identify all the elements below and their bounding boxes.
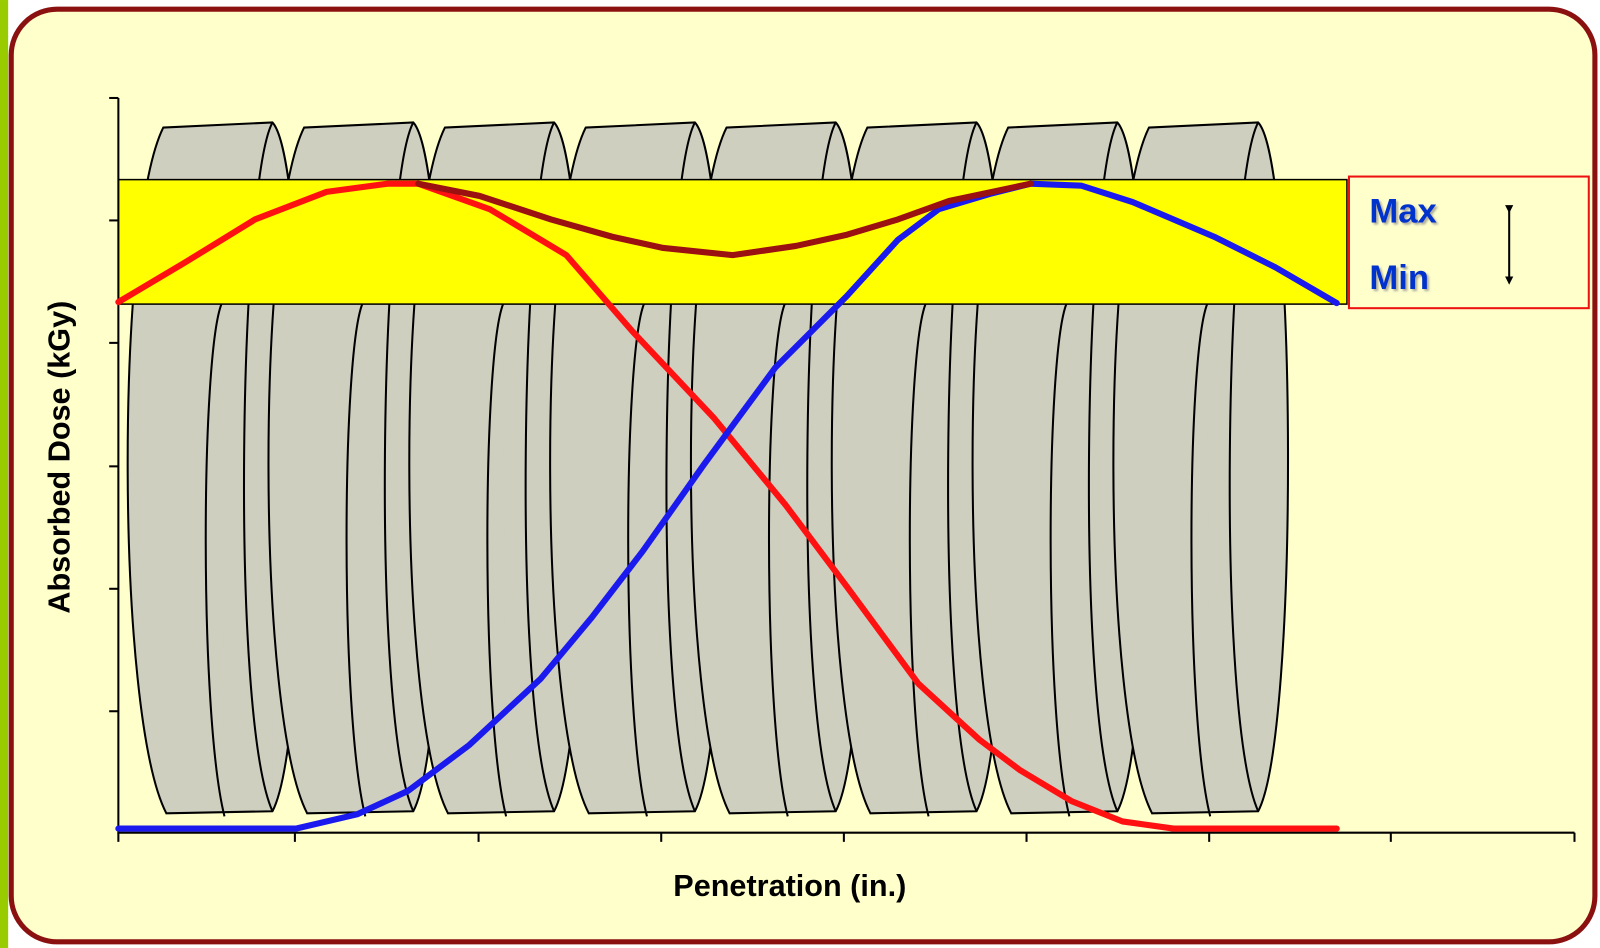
legend-max: Max: [1369, 192, 1437, 230]
page: Max Min Penetration (in.) Absorbed Dose …: [0, 0, 1600, 948]
side-bar: [0, 0, 8, 948]
y-axis-label: Absorbed Dose (kGy): [42, 301, 76, 614]
x-axis-label: Penetration (in.): [673, 869, 906, 903]
legend-min: Min: [1369, 259, 1429, 297]
figure: Max Min Penetration (in.) Absorbed Dose …: [0, 0, 1600, 948]
